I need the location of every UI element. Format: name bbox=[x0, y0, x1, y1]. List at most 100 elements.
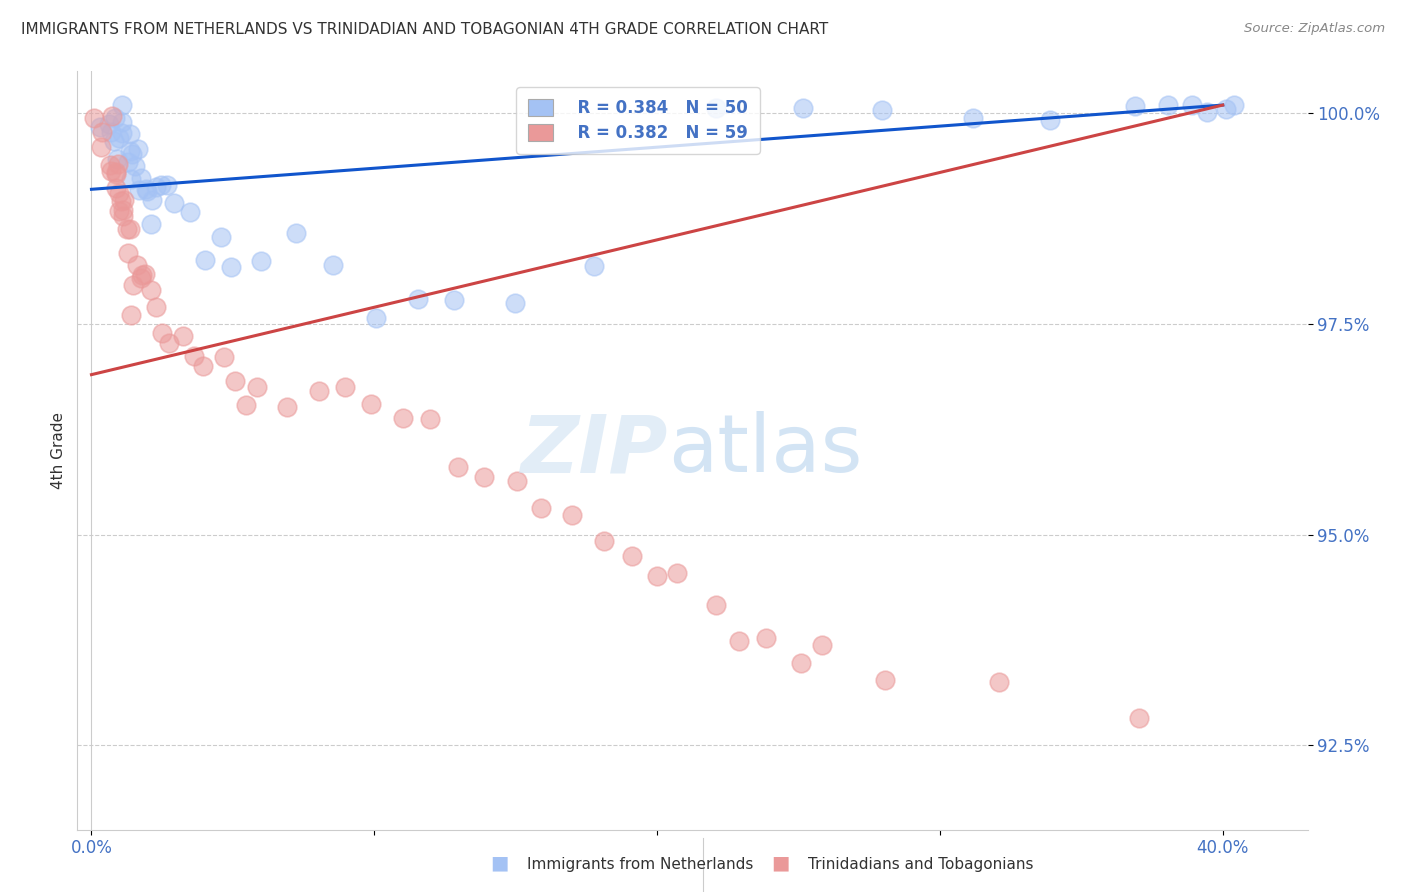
Point bbox=[1223, 98, 1246, 112]
Point bbox=[104, 164, 127, 178]
Point bbox=[111, 203, 134, 218]
Point bbox=[127, 143, 149, 157]
Point bbox=[104, 111, 127, 125]
Point bbox=[150, 178, 173, 192]
Point bbox=[128, 183, 150, 197]
Point bbox=[145, 300, 167, 314]
Text: ■: ■ bbox=[489, 854, 509, 872]
Text: atlas: atlas bbox=[668, 411, 862, 490]
Point bbox=[1128, 711, 1150, 725]
Point bbox=[276, 401, 298, 415]
Point bbox=[107, 130, 129, 145]
Point bbox=[134, 267, 156, 281]
Point bbox=[335, 379, 357, 393]
Point bbox=[1197, 104, 1219, 119]
Text: Trinidadians and Tobagonians: Trinidadians and Tobagonians bbox=[808, 857, 1033, 872]
Point bbox=[209, 229, 232, 244]
Point bbox=[250, 254, 273, 268]
Point bbox=[163, 195, 186, 210]
Point bbox=[105, 167, 128, 181]
Point bbox=[117, 246, 139, 260]
Point bbox=[157, 335, 180, 350]
Point bbox=[212, 350, 235, 364]
Point bbox=[111, 98, 134, 112]
Point bbox=[447, 460, 470, 475]
Point bbox=[118, 127, 141, 141]
Point bbox=[665, 566, 688, 580]
Point bbox=[131, 268, 153, 282]
Point bbox=[1215, 102, 1237, 116]
Point bbox=[112, 193, 135, 207]
Point bbox=[962, 112, 984, 126]
Point bbox=[117, 222, 139, 236]
Point bbox=[219, 260, 242, 275]
Point bbox=[108, 204, 131, 219]
Point bbox=[755, 631, 778, 645]
Text: ■: ■ bbox=[770, 854, 790, 872]
Point bbox=[111, 114, 134, 128]
Point bbox=[111, 209, 134, 223]
Point bbox=[100, 125, 122, 139]
Point bbox=[141, 193, 163, 207]
Point bbox=[90, 140, 112, 154]
Point bbox=[870, 103, 893, 117]
Point bbox=[120, 309, 142, 323]
Point bbox=[120, 145, 142, 159]
Point bbox=[505, 474, 527, 488]
Point bbox=[1123, 99, 1146, 113]
Point bbox=[121, 146, 143, 161]
Point bbox=[406, 292, 429, 306]
Point bbox=[235, 398, 257, 412]
Text: IMMIGRANTS FROM NETHERLANDS VS TRINIDADIAN AND TOBAGONIAN 4TH GRADE CORRELATION : IMMIGRANTS FROM NETHERLANDS VS TRINIDADI… bbox=[21, 22, 828, 37]
Point bbox=[530, 500, 553, 515]
Point bbox=[443, 293, 465, 307]
Point bbox=[1157, 98, 1180, 112]
Point bbox=[98, 117, 121, 131]
Point bbox=[194, 252, 217, 267]
Text: ZIP: ZIP bbox=[520, 411, 668, 490]
Point bbox=[104, 181, 127, 195]
Point bbox=[135, 182, 157, 196]
Point bbox=[1181, 98, 1204, 112]
Point bbox=[988, 674, 1011, 689]
Point bbox=[789, 656, 811, 670]
Point bbox=[120, 172, 142, 186]
Point bbox=[360, 397, 382, 411]
Point bbox=[392, 410, 415, 425]
Point bbox=[105, 152, 128, 166]
Point bbox=[150, 326, 173, 340]
Point bbox=[124, 159, 146, 173]
Point bbox=[183, 349, 205, 363]
Point bbox=[308, 384, 330, 399]
Point bbox=[139, 283, 162, 297]
Point bbox=[792, 101, 814, 115]
Point bbox=[118, 221, 141, 235]
Point bbox=[155, 178, 177, 192]
Point bbox=[108, 186, 131, 201]
Point bbox=[419, 412, 441, 426]
Point bbox=[645, 568, 668, 582]
Point bbox=[117, 155, 139, 169]
Point bbox=[364, 310, 387, 325]
Point bbox=[810, 638, 832, 652]
Point bbox=[111, 127, 134, 141]
Point bbox=[101, 109, 124, 123]
Point bbox=[704, 599, 727, 613]
Point bbox=[246, 380, 269, 394]
Point bbox=[704, 101, 727, 115]
Point bbox=[503, 295, 526, 310]
Point bbox=[224, 374, 246, 388]
Point bbox=[322, 258, 344, 272]
Point bbox=[621, 549, 644, 563]
Point bbox=[1039, 112, 1062, 127]
Point bbox=[141, 218, 163, 232]
Point bbox=[583, 259, 606, 273]
Point bbox=[127, 258, 149, 272]
Text: Immigrants from Netherlands: Immigrants from Netherlands bbox=[527, 857, 754, 872]
Point bbox=[110, 194, 132, 208]
Point bbox=[179, 205, 201, 219]
Point bbox=[472, 470, 495, 484]
Point bbox=[728, 634, 751, 648]
Point bbox=[100, 164, 122, 178]
Point bbox=[875, 673, 897, 688]
